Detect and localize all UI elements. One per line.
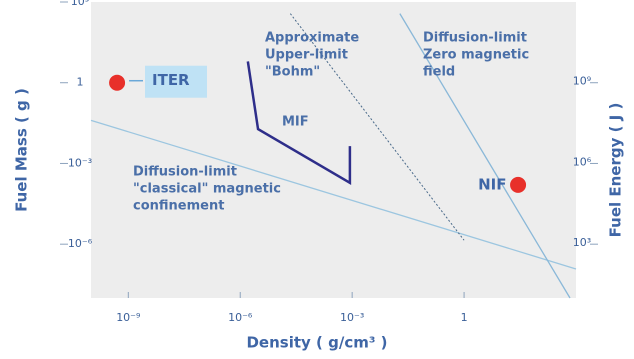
annotation: confinement [133,199,224,214]
point-label: ITER [152,71,190,89]
series-line [289,13,465,241]
y2-tick-label: 10⁶ [573,155,592,168]
annotation: "Bohm" [265,65,320,80]
y2-tick-label: 10³ [573,236,591,249]
x-tick-label: 10⁻³ [340,311,364,324]
y-tick-label: 10³ [71,0,89,8]
y-tick-label: 10⁻⁶ [68,237,93,250]
point [510,176,527,193]
x-tick-label: 1 [461,311,468,324]
series-line [90,119,577,270]
annotation: MIF [282,115,309,130]
annotation: Approximate [265,31,359,46]
label-box [145,65,207,98]
annotation: Diffusion-limit [133,165,237,180]
y-tick-label: 10⁻³ [68,156,92,169]
y2-axis-label: Fuel Energy ( J ) [607,103,625,238]
y-axis-label: Fuel Mass ( g ) [13,88,31,212]
y2-tick-label: 10⁹ [573,75,591,88]
x-tick-label: 10⁻⁹ [116,311,140,324]
x-tick-label: 10⁻⁶ [228,311,253,324]
y-tick-label: 1 [77,76,84,89]
series-line [246,61,352,186]
annotation: "classical" magnetic [133,182,281,197]
point [109,74,126,91]
point-label: NIF [478,175,506,193]
annotation: Upper-limit [265,48,348,63]
x-axis-label: Density ( g/cm³ ) [246,334,387,352]
annotation: Zero magnetic [423,48,529,63]
annotation: field [423,65,455,80]
series-line [399,13,571,299]
plot-area [91,2,576,298]
annotation: Diffusion-limit [423,31,527,46]
